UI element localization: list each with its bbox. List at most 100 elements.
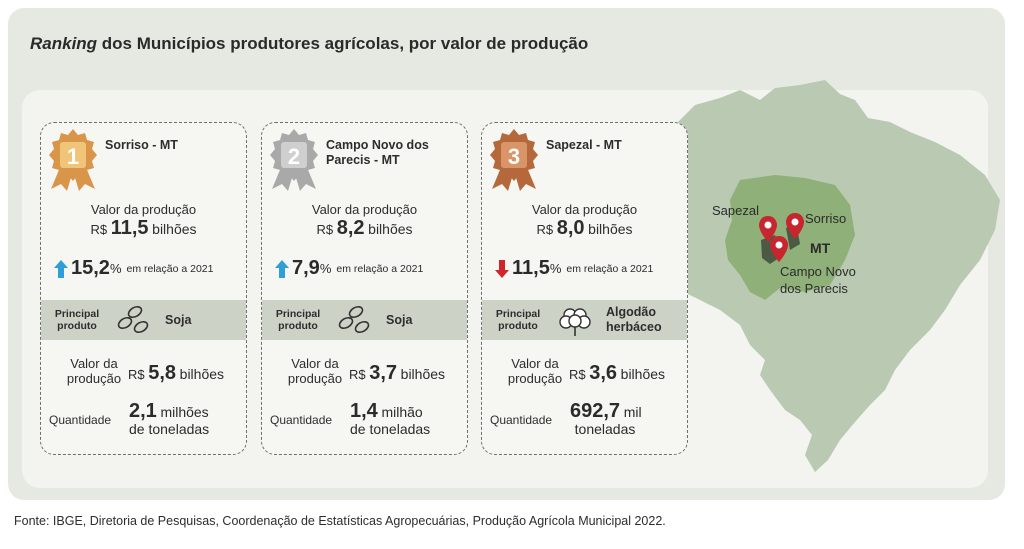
municipality-name: Campo Novo dos Parecis - MT (326, 138, 429, 167)
main-product-band: Principal produto Algodão herbáceo (482, 300, 687, 340)
medal-rank: 1 (67, 144, 79, 169)
arrow-up-icon (275, 259, 289, 278)
quantity-unit-b: toneladas (574, 421, 636, 437)
product-value-block: Valor da produção R$ 3,6 bilhões (482, 356, 687, 386)
main-product-label: Principal produto (275, 308, 321, 332)
quantity-number: 1,4 (350, 400, 378, 422)
change-value: 11,5 (512, 257, 550, 279)
quantity-value: 1,4 milhão de toneladas (350, 400, 431, 438)
currency: R$ (348, 367, 366, 382)
quantity-label: Quantidade (49, 413, 112, 427)
currency: R$ (127, 367, 145, 382)
value-number: 8,2 (336, 217, 365, 239)
map-label-campo-novo: Campo Novo dos Parecis (780, 264, 856, 296)
page-title: Ranking dos Municípios produtores agríco… (30, 34, 588, 54)
gold-medal-icon: 1 (49, 129, 97, 191)
value-unit: bilhões (368, 221, 413, 237)
production-value: R$ 8,2 bilhões (262, 217, 467, 240)
main-product-label: Principal produto (495, 308, 541, 332)
currency: R$ (536, 222, 554, 237)
map-label-sorriso: Sorriso (805, 211, 847, 226)
pin-sorriso-icon (786, 213, 804, 239)
source-note: Fonte: IBGE, Diretoria de Pesquisas, Coo… (14, 514, 666, 528)
product-value-label: Valor da produção (507, 356, 563, 386)
medal-rank: 3 (508, 144, 520, 169)
value-number: 11,5 (110, 217, 149, 239)
quantity-label: Quantidade (490, 413, 553, 427)
value-unit: bilhões (152, 221, 197, 237)
product-value-unit: bilhões (620, 366, 666, 382)
product-value-number: 3,6 (589, 362, 618, 384)
bronze-medal-icon: 3 (490, 129, 538, 191)
map-label-mt: MT (810, 240, 831, 256)
quantity-unit-a: milhão (381, 404, 423, 420)
change-relation: em relação a 2021 (126, 262, 214, 275)
product-value-block: Valor da produção R$ 5,8 bilhões (41, 356, 246, 386)
product-value-label: Valor da produção (66, 356, 122, 386)
quantity-block: Quantidade 692,7 mil toneladas (482, 400, 687, 438)
change-percent: % (549, 261, 562, 276)
change-value: 15,2 (71, 257, 110, 279)
arrow-up-icon (54, 259, 68, 278)
currency: R$ (90, 222, 108, 237)
change-relation: em relação a 2021 (336, 262, 424, 275)
product-value-unit: bilhões (400, 366, 446, 382)
product-value-number: 3,7 (369, 362, 398, 384)
change-percent: % (109, 261, 122, 276)
pin-sapezal-icon (759, 216, 777, 242)
change-indicator: 15,2% em relação a 2021 (53, 257, 213, 280)
product-value-number: 5,8 (148, 362, 177, 384)
quantity-value: 692,7 mil toneladas (570, 400, 642, 438)
main-product-name: Algodão herbáceo (606, 305, 662, 334)
production-value-label: Valor da produção (90, 202, 197, 217)
main-product-band: Principal produto Soja (41, 300, 246, 340)
quantity-label: Quantidade (270, 413, 333, 427)
quantity-unit-b: de toneladas (129, 421, 210, 437)
value-unit: bilhões (588, 221, 633, 237)
change-percent: % (319, 261, 332, 276)
production-value-label: Valor da produção (311, 202, 418, 217)
soy-icon (338, 305, 370, 334)
title-rest: dos Municípios produtores agrícolas, por… (97, 34, 589, 53)
change-indicator: 11,5% em relação a 2021 (494, 257, 653, 280)
main-product-label: Principal produto (54, 308, 100, 332)
municipality-name: Sorriso - MT (105, 138, 178, 152)
map-label-sapezal: Sapezal (712, 203, 759, 218)
production-value-label: Valor da produção (531, 202, 638, 217)
ranking-card-2: 2 Campo Novo dos Parecis - MT Valor da p… (261, 122, 468, 455)
municipality-name: Sapezal - MT (546, 138, 622, 152)
pin-campo-novo-icon (770, 236, 788, 262)
quantity-block: Quantidade 2,1 milhões de toneladas (41, 400, 246, 438)
arrow-down-icon (495, 259, 509, 278)
quantity-block: Quantidade 1,4 milhão de toneladas (262, 400, 467, 438)
quantity-value: 2,1 milhões de toneladas (129, 400, 210, 438)
currency: R$ (316, 222, 334, 237)
ranking-card-3: 3 Sapezal - MT Valor da produção R$ 8,0 … (481, 122, 688, 455)
main-product-name: Soja (386, 312, 413, 327)
quantity-number: 692,7 (570, 400, 621, 422)
cotton-icon (559, 308, 591, 336)
change-value: 7,9 (292, 257, 320, 279)
change-indicator: 7,9% em relação a 2021 (274, 257, 423, 280)
soy-icon (117, 305, 149, 334)
product-value-block: Valor da produção R$ 3,7 bilhões (262, 356, 467, 386)
product-value: R$ 3,7 bilhões (349, 362, 445, 386)
quantity-number: 2,1 (129, 400, 157, 422)
currency: R$ (568, 367, 586, 382)
quantity-unit-a: mil (623, 404, 642, 420)
main-product-band: Principal produto Soja (262, 300, 467, 340)
quantity-unit-b: de toneladas (350, 421, 431, 437)
product-value: R$ 5,8 bilhões (128, 362, 224, 386)
medal-rank: 2 (288, 144, 300, 169)
ranking-card-1: 1 Sorriso - MT Valor da produção R$ 11,5… (40, 122, 247, 455)
brazil-map (620, 80, 1000, 472)
main-product-name: Soja (165, 312, 192, 327)
title-italic: Ranking (30, 34, 98, 53)
change-relation: em relação a 2021 (566, 262, 654, 275)
product-value: R$ 3,6 bilhões (569, 362, 665, 386)
silver-medal-icon: 2 (270, 129, 318, 191)
quantity-unit-a: milhões (160, 404, 209, 420)
production-value: R$ 8,0 bilhões (482, 217, 687, 240)
product-value-unit: bilhões (179, 366, 225, 382)
product-value-label: Valor da produção (287, 356, 343, 386)
